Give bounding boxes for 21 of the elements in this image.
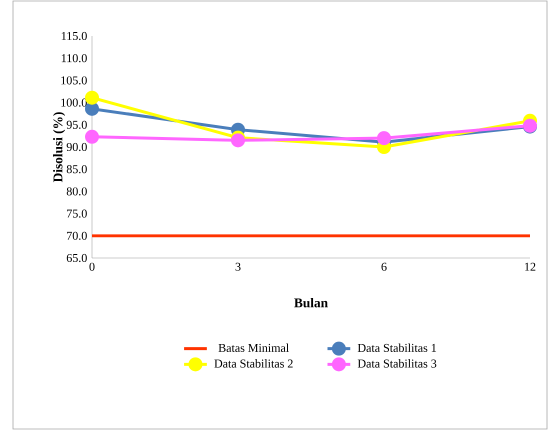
x-tick-label: 0	[89, 262, 95, 271]
y-tick-label: 65.0	[66, 254, 87, 262]
x-tick-label: 3	[236, 262, 241, 271]
legend-label: Batas Minimal	[218, 344, 289, 352]
y-tick-label: 110.0	[62, 54, 87, 62]
y-tick-label: 85.0	[66, 165, 87, 174]
y-tick-label: 115.0	[62, 32, 87, 40]
y-tick-label: 105.0	[61, 76, 87, 84]
y-tick-label: 100.0	[61, 98, 87, 107]
x-axis-title: Bulan	[294, 298, 328, 308]
y-tick-label: 90.0	[66, 142, 87, 152]
y-tick-label: 80.0	[66, 187, 87, 196]
y-tick-label: 95.0	[66, 120, 87, 129]
legend-label: Data Stabilitas 3	[358, 359, 436, 368]
legend-label: Data Stabilitas 1	[358, 344, 436, 352]
y-axis-title: Disolusi (%)	[53, 112, 66, 182]
y-tick-label: 70.0	[67, 232, 87, 240]
x-tick-label: 12	[525, 262, 536, 271]
legend-label: Data Stabilitas 2	[214, 359, 293, 368]
x-tick-label: 6	[382, 262, 387, 271]
y-tick-label: 75.0	[67, 210, 87, 218]
